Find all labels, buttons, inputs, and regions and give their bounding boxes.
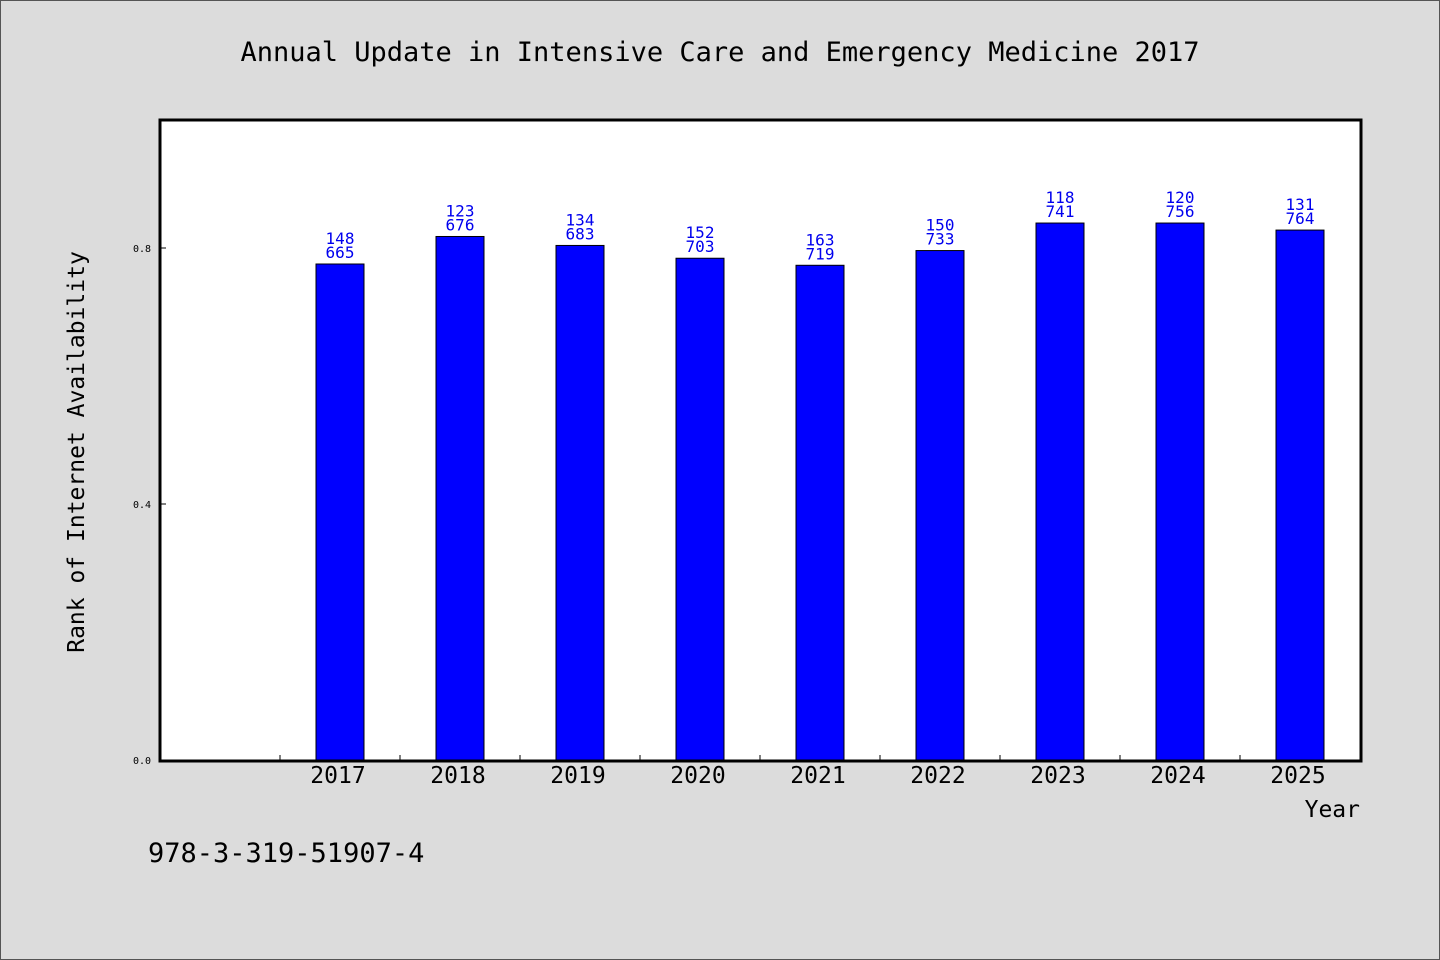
chart-title: Annual Update in Intensive Care and Emer…: [240, 37, 1199, 68]
bar-label-top: 118: [1046, 188, 1075, 207]
x-tick-label: 2025: [1270, 763, 1325, 789]
bar-label-top: 123: [446, 201, 475, 220]
bar-label-bottom: 719: [806, 244, 835, 263]
bar-2021: [795, 264, 845, 761]
bar-label-bottom: 703: [686, 237, 715, 256]
bar-2020: [675, 257, 725, 761]
bar-2024: [1155, 222, 1205, 761]
bar-label-top: 152: [686, 223, 715, 242]
bar-label-bottom: 756: [1166, 202, 1195, 221]
bar-2023: [1035, 222, 1085, 761]
x-tick-label: 2020: [670, 763, 725, 789]
x-tick-label: 2021: [790, 763, 845, 789]
x-axis-title: Year: [1305, 797, 1360, 823]
bar-label-bottom: 733: [926, 230, 955, 249]
bar-label-top: 134: [566, 210, 595, 229]
y-tick-label: 0.8: [133, 244, 151, 255]
bar-label-bottom: 676: [446, 215, 475, 234]
x-axis-ticks: 2017 2018 2019 2020 2021 2022 2023 2024 2025: [279, 755, 1361, 789]
y-axis-title: Rank of Internet Availability: [64, 251, 90, 653]
bar-2025: [1275, 229, 1325, 761]
bar-label-bottom: 683: [566, 224, 595, 243]
y-axis-ticks: 0.0 0.4 0.8: [133, 244, 166, 767]
x-tick-label: 2022: [910, 763, 965, 789]
bar-label-top: 131: [1286, 195, 1315, 214]
bar-2017: [315, 263, 365, 761]
bar-label-top: 150: [926, 216, 955, 235]
x-tick-label: 2019: [550, 763, 605, 789]
bar-label-top: 148: [326, 229, 355, 248]
bar-2018: [435, 235, 485, 761]
x-tick-label: 2018: [430, 763, 485, 789]
bar-label-bottom: 764: [1286, 209, 1315, 228]
bar-label-bottom: 665: [326, 243, 355, 262]
bar-label-top: 163: [806, 230, 835, 249]
isbn-footer: 978-3-319-51907-4: [148, 838, 424, 869]
bar-2022: [915, 250, 965, 761]
x-tick-label: 2024: [1150, 763, 1205, 789]
x-tick-label: 2023: [1030, 763, 1085, 789]
x-tick-label: 2017: [310, 763, 365, 789]
y-tick-label: 0.4: [133, 500, 151, 511]
y-tick-label: 0.0: [133, 756, 151, 767]
bar-2019: [555, 244, 605, 761]
bar-label-top: 120: [1166, 188, 1195, 207]
bar-label-bottom: 741: [1046, 202, 1075, 221]
